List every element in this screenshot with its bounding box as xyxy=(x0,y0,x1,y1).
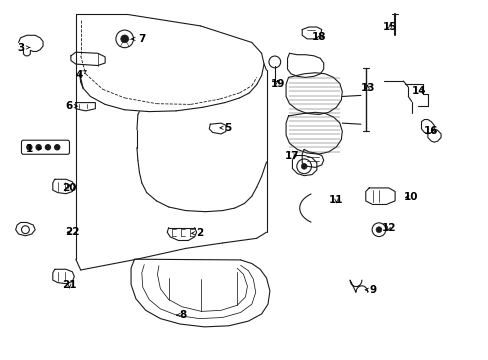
Text: 20: 20 xyxy=(62,183,77,193)
Text: 11: 11 xyxy=(328,195,343,205)
Circle shape xyxy=(375,227,381,233)
Text: 4: 4 xyxy=(75,70,86,80)
Text: 6: 6 xyxy=(66,101,77,111)
Text: 2: 2 xyxy=(191,228,203,238)
Text: 12: 12 xyxy=(381,222,395,233)
Text: 15: 15 xyxy=(382,22,397,32)
Circle shape xyxy=(36,145,41,150)
Text: 3: 3 xyxy=(17,42,30,53)
Circle shape xyxy=(55,145,60,150)
Circle shape xyxy=(27,145,32,150)
Text: 16: 16 xyxy=(423,126,438,136)
Text: 18: 18 xyxy=(311,32,325,42)
Text: 17: 17 xyxy=(285,150,299,161)
Text: 8: 8 xyxy=(176,310,186,320)
Circle shape xyxy=(121,35,128,43)
Text: 1: 1 xyxy=(26,144,41,154)
Text: 5: 5 xyxy=(220,123,231,133)
Text: 9: 9 xyxy=(365,285,375,295)
Text: 22: 22 xyxy=(65,227,80,237)
Text: 14: 14 xyxy=(411,86,426,96)
Text: 10: 10 xyxy=(403,192,417,202)
Text: 19: 19 xyxy=(270,78,285,89)
Circle shape xyxy=(45,145,50,150)
Text: 21: 21 xyxy=(62,280,77,290)
Text: 7: 7 xyxy=(132,34,145,44)
Circle shape xyxy=(301,163,306,169)
Text: 13: 13 xyxy=(360,83,374,93)
FancyBboxPatch shape xyxy=(21,140,69,154)
